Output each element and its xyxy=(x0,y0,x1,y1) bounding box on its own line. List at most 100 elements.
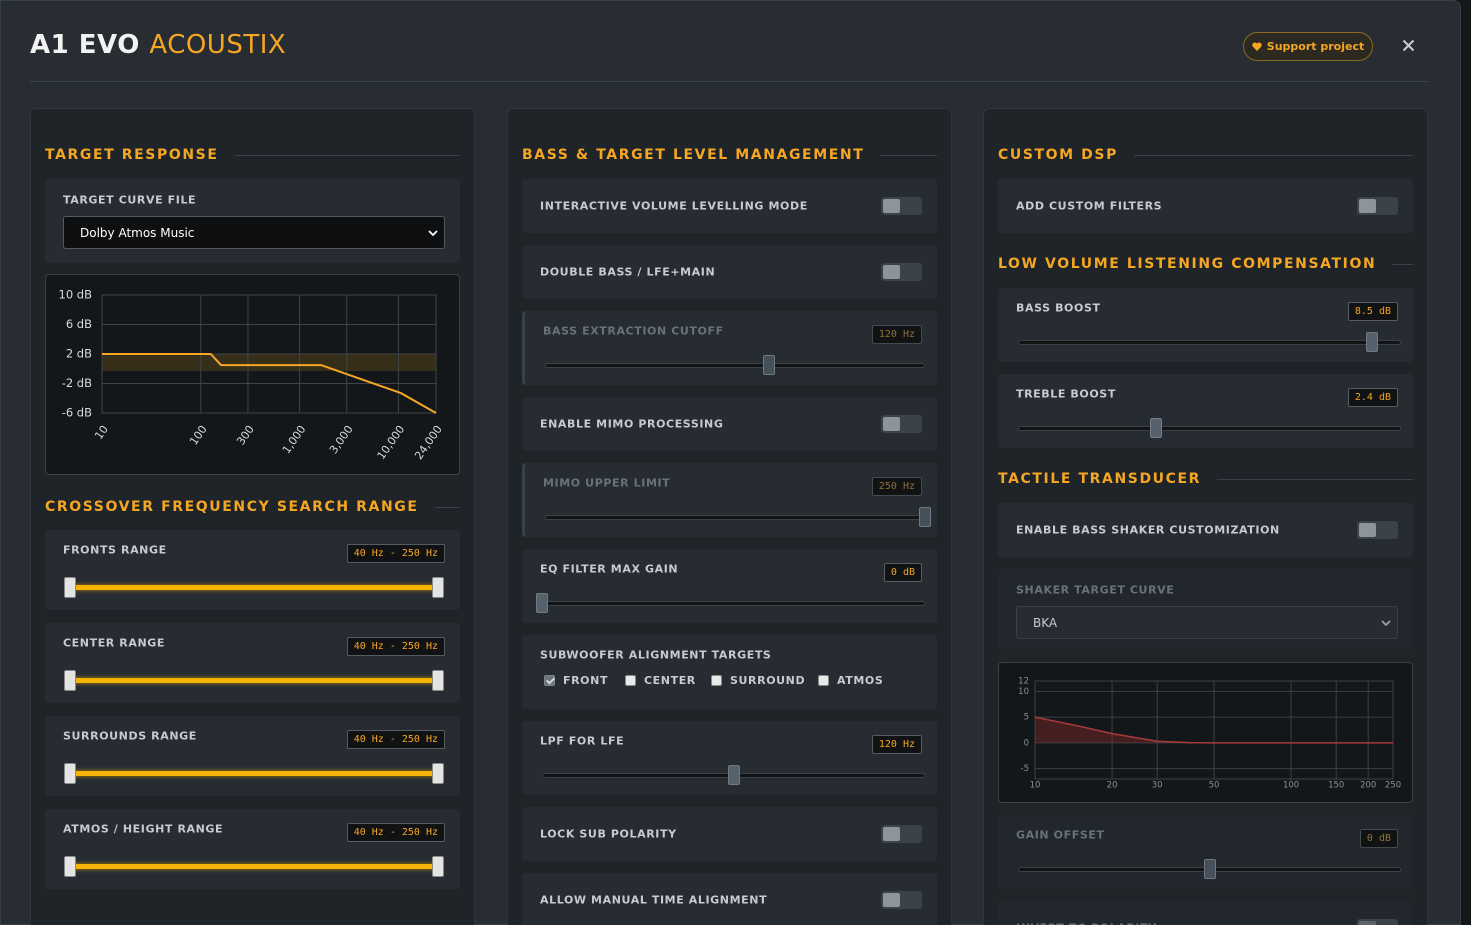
close-button[interactable] xyxy=(1402,39,1415,52)
value-badge: 8.5 dB xyxy=(1347,302,1398,321)
select-value: Dolby Atmos Music xyxy=(80,225,195,240)
toggle[interactable] xyxy=(881,197,922,215)
item-label: SUBWOOFER ALIGNMENT TARGETS xyxy=(540,648,772,662)
y-tick-label: -5 xyxy=(1021,764,1029,774)
section-header: LOW VOLUME LISTENING COMPENSATION xyxy=(998,254,1413,274)
slider-track xyxy=(545,515,925,520)
item-label: FRONTS RANGE xyxy=(63,543,167,557)
range-card: SURROUNDS RANGE 40 Hz - 250 Hz xyxy=(45,716,460,796)
checkbox-option[interactable]: SURROUND xyxy=(711,673,805,687)
toggle[interactable] xyxy=(1357,521,1398,539)
range-handle[interactable] xyxy=(64,763,76,784)
checkbox-label: ATMOS xyxy=(837,673,884,687)
slider-card: BASS EXTRACTION CUTOFF 120 Hz xyxy=(522,311,937,385)
x-tick-label: 150 xyxy=(1328,781,1344,791)
chevron xyxy=(1381,620,1391,627)
item-label: LOCK SUB POLARITY xyxy=(540,827,677,841)
check-mark xyxy=(545,674,556,685)
section-header: TARGET RESPONSE xyxy=(45,145,460,165)
item-label: CENTER RANGE xyxy=(63,636,166,650)
checkboxes-card: SUBWOOFER ALIGNMENT TARGETS FRONT CENTER SU… xyxy=(522,635,937,709)
checkbox xyxy=(818,674,829,686)
title-main: A1 EVO xyxy=(30,30,140,60)
range-handle[interactable] xyxy=(432,577,444,598)
x-tick-label: 100 xyxy=(187,423,210,448)
app-title: A1 EVO ACOUSTIX xyxy=(30,30,286,60)
chart-card: 10 dB 6 dB 2 dB -2 dB -6 dB 10 100 300 1,000 3,00… xyxy=(45,274,460,475)
toggle-card: ALLOW MANUAL TIME ALIGNMENT xyxy=(522,873,937,925)
range-card: ATMOS / HEIGHT RANGE 40 Hz - 250 Hz xyxy=(45,809,460,889)
x-tick-label: 1,000 xyxy=(280,423,309,456)
y-tick-label: 10 dB xyxy=(59,288,93,302)
range-handle[interactable] xyxy=(432,856,444,877)
item-label: ATMOS / HEIGHT RANGE xyxy=(63,822,224,836)
value-badge: 2.4 dB xyxy=(1347,388,1398,407)
range-fill xyxy=(70,678,438,683)
chevron xyxy=(428,230,438,237)
slider-track xyxy=(545,363,925,368)
checkbox xyxy=(625,674,636,686)
section-header: CROSSOVER FREQUENCY SEARCH RANGE xyxy=(45,497,460,517)
item-label: DOUBLE BASS / LFE+MAIN xyxy=(540,265,716,279)
value-badge: 40 Hz - 250 Hz xyxy=(346,730,445,749)
value-badge: 40 Hz - 250 Hz xyxy=(346,544,445,563)
toggle[interactable] xyxy=(881,415,922,433)
slider-handle[interactable] xyxy=(727,765,740,785)
toggle-knob xyxy=(883,417,900,431)
x-tick-label: 20 xyxy=(1107,781,1118,791)
section-header: CUSTOM DSP xyxy=(998,145,1413,165)
value-badge: 0 dB xyxy=(1359,829,1398,848)
section-title: CROSSOVER FREQUENCY SEARCH RANGE xyxy=(45,499,419,515)
checkbox-option[interactable]: CENTER xyxy=(625,673,696,687)
x-tick-label: 30 xyxy=(1152,781,1163,791)
toggle-knob xyxy=(883,265,900,279)
support-label: Support project xyxy=(1266,40,1365,53)
section-title: BASS & TARGET LEVEL MANAGEMENT xyxy=(522,147,865,163)
toggle[interactable] xyxy=(881,891,922,909)
item-label: INTERACTIVE VOLUME LEVELLING MODE xyxy=(540,199,808,213)
y-tick-label: 6 dB xyxy=(66,317,92,331)
section-rule xyxy=(1217,478,1413,480)
select-box: BKA xyxy=(1016,606,1398,639)
range-handle[interactable] xyxy=(64,577,76,598)
range-handle[interactable] xyxy=(432,670,444,691)
y-tick-label: -2 dB xyxy=(62,376,92,390)
slider-handle[interactable] xyxy=(1366,332,1379,352)
support-button[interactable]: Support project xyxy=(1243,32,1373,61)
select-card: SHAKER TARGET CURVE BKA xyxy=(998,569,1413,649)
slider-track xyxy=(1018,426,1401,431)
toggle-card: ADD CUSTOM FILTERS xyxy=(998,179,1413,233)
chart-card: 12 10 5 0 -5 10 20 30 50 100 150 200 250 xyxy=(998,662,1413,803)
checkbox-option[interactable]: ATMOS xyxy=(818,673,883,687)
range-handle[interactable] xyxy=(64,670,76,691)
section-rule xyxy=(434,506,460,508)
toggle-knob xyxy=(1359,199,1376,213)
select-chevron xyxy=(428,230,438,237)
range-handle[interactable] xyxy=(64,856,76,877)
x-tick-label: 50 xyxy=(1209,781,1220,791)
select-chevron xyxy=(1381,620,1391,627)
item-label: EQ FILTER MAX GAIN xyxy=(540,562,679,576)
toggle-knob xyxy=(883,199,900,213)
slider-handle[interactable] xyxy=(536,593,548,613)
checkbox-option: FRONT xyxy=(544,673,608,687)
checkbox xyxy=(711,674,722,686)
x-tick-label: 300 xyxy=(234,423,257,448)
toggle[interactable] xyxy=(1357,197,1398,215)
item-label: ALLOW MANUAL TIME ALIGNMENT xyxy=(540,893,768,907)
range-handle[interactable] xyxy=(432,763,444,784)
x-tick-label: 10 xyxy=(92,423,111,442)
value-badge: 120 Hz xyxy=(871,735,922,754)
slider-card: EQ FILTER MAX GAIN 0 dB xyxy=(522,549,937,623)
slider-handle xyxy=(762,355,775,375)
item-label: LPF FOR LFE xyxy=(540,734,625,748)
toggle[interactable] xyxy=(881,263,922,281)
slider-card: TREBLE BOOST 2.4 dB xyxy=(998,374,1413,448)
section-rule xyxy=(234,154,460,156)
select-box[interactable]: Dolby Atmos Music xyxy=(63,216,445,249)
slider-handle[interactable] xyxy=(1149,418,1162,438)
item-label: SURROUNDS RANGE xyxy=(63,729,197,743)
toggle[interactable] xyxy=(881,825,922,843)
toggle-knob xyxy=(1359,921,1376,925)
